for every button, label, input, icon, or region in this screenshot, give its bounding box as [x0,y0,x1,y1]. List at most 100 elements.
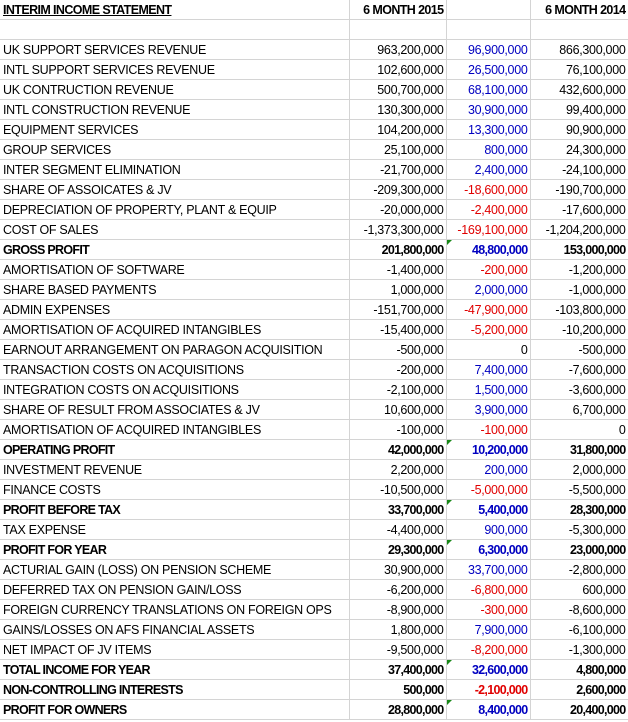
row-label[interactable]: FOREIGN CURRENCY TRANSLATIONS ON FOREIGN… [0,599,350,620]
value-change[interactable]: -6,800,000 [446,579,531,600]
row-label[interactable]: SHARE BASED PAYMENTS [0,279,350,300]
value-change[interactable]: -47,900,000 [446,299,531,320]
row-label[interactable]: UK CONTRUCTION REVENUE [0,79,350,100]
row-label[interactable]: AMORTISATION OF ACQUIRED INTANGIBLES [0,319,350,340]
value-change[interactable]: 200,000 [446,459,531,480]
row-label[interactable]: GROSS PROFIT [0,239,350,260]
value-2014[interactable]: 866,300,000 [530,39,628,60]
value-2014[interactable]: 76,100,000 [530,59,628,80]
value-2014[interactable]: 99,400,000 [530,99,628,120]
value-2015[interactable]: 1,000,000 [349,279,447,300]
value-2015[interactable]: 37,400,000 [349,659,447,680]
value-2014[interactable]: 0 [530,419,628,440]
value-2014[interactable]: -3,600,000 [530,379,628,400]
row-label[interactable]: GROUP SERVICES [0,139,350,160]
row-label[interactable]: NON-CONTROLLING INTERESTS [0,679,350,700]
row-label[interactable]: TAX EXPENSE [0,519,350,540]
value-2014[interactable]: 28,300,000 [530,499,628,520]
value-2014[interactable]: -5,300,000 [530,519,628,540]
value-change[interactable]: 68,100,000 [446,79,531,100]
value-2015[interactable]: 500,000 [349,679,447,700]
value-2014[interactable]: -1,000,000 [530,279,628,300]
value-change[interactable]: 30,900,000 [446,99,531,120]
value-2014[interactable]: 90,900,000 [530,119,628,140]
value-2014[interactable]: 23,000,000 [530,539,628,560]
cell-empty[interactable] [0,19,350,40]
row-label[interactable]: EQUIPMENT SERVICES [0,119,350,140]
value-2015[interactable]: -209,300,000 [349,179,447,200]
value-change[interactable]: 800,000 [446,139,531,160]
row-label[interactable]: TRANSACTION COSTS ON ACQUISITIONS [0,359,350,380]
value-change[interactable]: 10,200,000 [446,439,531,460]
value-2015[interactable]: -500,000 [349,339,447,360]
value-change[interactable]: 13,300,000 [446,119,531,140]
row-label[interactable]: SHARE OF ASSOICATES & JV [0,179,350,200]
cell-title[interactable]: INTERIM INCOME STATEMENT [0,0,350,20]
value-2015[interactable]: 102,600,000 [349,59,447,80]
value-2014[interactable]: -1,204,200,000 [530,219,628,240]
value-2015[interactable]: 33,700,000 [349,499,447,520]
value-2014[interactable]: -190,700,000 [530,179,628,200]
value-2014[interactable]: -2,800,000 [530,559,628,580]
value-2015[interactable]: -4,400,000 [349,519,447,540]
value-2015[interactable]: 500,700,000 [349,79,447,100]
row-label[interactable]: COST OF SALES [0,219,350,240]
value-2015[interactable]: 25,100,000 [349,139,447,160]
value-2014[interactable]: 20,400,000 [530,699,628,720]
value-2015[interactable]: -1,373,300,000 [349,219,447,240]
value-change[interactable]: 0 [446,339,531,360]
value-2015[interactable]: -2,100,000 [349,379,447,400]
value-2015[interactable]: 30,900,000 [349,559,447,580]
cell-empty[interactable] [530,19,628,40]
value-change[interactable]: -18,600,000 [446,179,531,200]
value-change[interactable]: 2,000,000 [446,279,531,300]
value-2015[interactable]: -15,400,000 [349,319,447,340]
value-2015[interactable]: 29,300,000 [349,539,447,560]
value-2014[interactable]: 2,000,000 [530,459,628,480]
row-label[interactable]: SHARE OF RESULT FROM ASSOCIATES & JV [0,399,350,420]
row-label[interactable]: AMORTISATION OF ACQUIRED INTANGIBLES [0,419,350,440]
value-2014[interactable]: -24,100,000 [530,159,628,180]
row-label[interactable]: DEPRECIATION OF PROPERTY, PLANT & EQUIP [0,199,350,220]
value-2014[interactable]: 6,700,000 [530,399,628,420]
value-change[interactable]: -2,400,000 [446,199,531,220]
value-2014[interactable]: 432,600,000 [530,79,628,100]
value-change[interactable]: 33,700,000 [446,559,531,580]
row-label[interactable]: ACTURIAL GAIN (LOSS) ON PENSION SCHEME [0,559,350,580]
row-label[interactable]: INVESTMENT REVENUE [0,459,350,480]
value-2015[interactable]: -9,500,000 [349,639,447,660]
value-change[interactable]: -2,100,000 [446,679,531,700]
row-label[interactable]: TOTAL INCOME FOR YEAR [0,659,350,680]
value-2015[interactable]: 2,200,000 [349,459,447,480]
value-2015[interactable]: 10,600,000 [349,399,447,420]
value-2014[interactable]: 24,300,000 [530,139,628,160]
value-2014[interactable]: 600,000 [530,579,628,600]
value-2015[interactable]: -100,000 [349,419,447,440]
row-label[interactable]: INTEGRATION COSTS ON ACQUISITIONS [0,379,350,400]
value-change[interactable]: -169,100,000 [446,219,531,240]
row-label[interactable]: AMORTISATION OF SOFTWARE [0,259,350,280]
value-2014[interactable]: -10,200,000 [530,319,628,340]
value-change[interactable]: -300,000 [446,599,531,620]
value-2015[interactable]: -1,400,000 [349,259,447,280]
cell-empty[interactable] [446,0,531,20]
row-label[interactable]: GAINS/LOSSES ON AFS FINANCIAL ASSETS [0,619,350,640]
row-label[interactable]: FINANCE COSTS [0,479,350,500]
cell-empty[interactable] [349,19,447,40]
value-2015[interactable]: 1,800,000 [349,619,447,640]
value-change[interactable]: 1,500,000 [446,379,531,400]
value-change[interactable]: 900,000 [446,519,531,540]
value-2014[interactable]: -5,500,000 [530,479,628,500]
value-2014[interactable]: -500,000 [530,339,628,360]
value-change[interactable]: -200,000 [446,259,531,280]
value-2014[interactable]: 2,600,000 [530,679,628,700]
row-label[interactable]: OPERATING PROFIT [0,439,350,460]
row-label[interactable]: INTER SEGMENT ELIMINATION [0,159,350,180]
row-label[interactable]: UK SUPPORT SERVICES REVENUE [0,39,350,60]
value-2014[interactable]: -103,800,000 [530,299,628,320]
column-header-2014[interactable]: 6 MONTH 2014 [530,0,628,20]
value-2014[interactable]: 153,000,000 [530,239,628,260]
value-change[interactable]: 48,800,000 [446,239,531,260]
row-label[interactable]: EARNOUT ARRANGEMENT ON PARAGON ACQUISITI… [0,339,350,360]
value-change[interactable]: -5,200,000 [446,319,531,340]
